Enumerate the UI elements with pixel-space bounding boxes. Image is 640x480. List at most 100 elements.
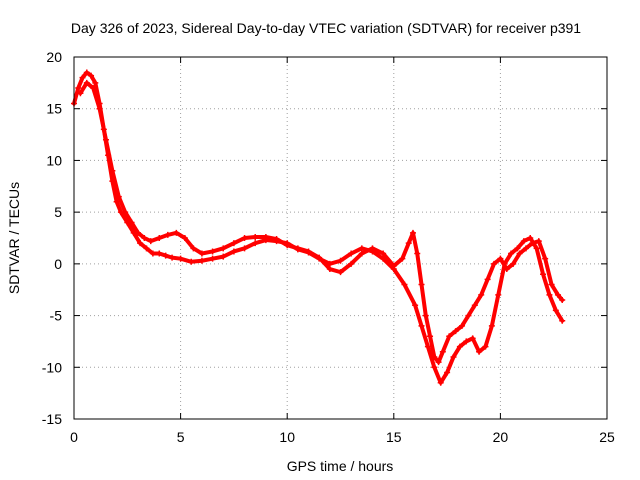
data-point	[535, 238, 542, 245]
series-track-a	[72, 70, 565, 385]
data-point	[405, 240, 412, 247]
data-point	[463, 338, 470, 345]
data-point	[482, 343, 489, 350]
data-point	[337, 257, 344, 264]
data-point	[252, 240, 259, 247]
data-point	[169, 254, 176, 261]
data-point	[520, 238, 527, 245]
data-point	[414, 250, 421, 257]
data-point	[465, 312, 472, 319]
data-point	[220, 245, 227, 252]
data-point	[209, 255, 216, 262]
data-point	[427, 333, 434, 340]
data-point	[147, 238, 154, 245]
data-point	[198, 257, 205, 264]
data-point	[559, 297, 566, 304]
data-point	[134, 229, 141, 236]
data-point	[149, 250, 156, 257]
x-tick-label: 25	[599, 429, 615, 445]
data-point	[326, 266, 333, 273]
data-point	[469, 335, 476, 342]
data-point	[358, 250, 365, 257]
data-point	[88, 72, 95, 79]
data-point	[459, 322, 466, 329]
data-point	[422, 312, 429, 319]
data-point	[96, 105, 103, 112]
y-tick-label: -10	[42, 359, 62, 375]
grid-layer	[74, 57, 607, 419]
data-point	[435, 359, 442, 366]
data-point	[412, 302, 419, 309]
data-point	[358, 245, 365, 252]
data-point	[437, 379, 444, 386]
data-point	[431, 353, 438, 360]
data-point	[418, 322, 425, 329]
data-point	[181, 235, 188, 241]
data-point	[542, 255, 549, 262]
x-tick-label: 20	[493, 429, 509, 445]
chart-title: Day 326 of 2023, Sidereal Day-to-day VTE…	[71, 20, 581, 36]
data-point	[446, 333, 453, 340]
y-axis-label: SDTVAR / TECUs	[6, 182, 22, 294]
data-point	[113, 198, 120, 205]
data-point	[177, 255, 184, 262]
data-point	[510, 260, 517, 267]
data-point	[156, 235, 163, 241]
data-point	[122, 209, 129, 216]
data-point	[503, 266, 510, 273]
data-point	[540, 271, 547, 278]
data-point	[548, 281, 555, 288]
data-point	[488, 322, 495, 329]
y-tick-label: 0	[54, 256, 62, 272]
data-point	[164, 231, 171, 238]
data-point	[527, 235, 534, 241]
y-tick-label: -15	[42, 411, 62, 427]
data-point	[284, 242, 291, 249]
data-point	[390, 262, 397, 269]
data-point	[418, 281, 425, 288]
x-tick-label: 5	[177, 429, 185, 445]
data-point	[491, 260, 498, 267]
data-point	[141, 235, 148, 241]
data-point	[554, 291, 561, 298]
data-point	[262, 233, 269, 240]
data-point	[294, 245, 301, 252]
data-point	[484, 276, 491, 283]
data-point	[230, 248, 237, 255]
plot-frame	[73, 56, 608, 420]
data-point	[83, 69, 90, 76]
data-point	[188, 258, 195, 265]
data-point	[409, 229, 416, 236]
x-tick-labels: 0 5 10 15 20 25	[70, 429, 615, 445]
data-point	[439, 348, 446, 355]
data-point	[77, 90, 84, 97]
data-point	[497, 255, 504, 262]
y-tick-labels: -15 -10 -5 0 5 10 15 20	[42, 49, 62, 427]
data-point	[380, 250, 387, 257]
y-tick-label: 5	[54, 204, 62, 220]
data-point	[369, 245, 376, 252]
data-point	[546, 291, 553, 298]
data-point	[109, 167, 116, 174]
x-tick-label: 15	[386, 429, 402, 445]
data-point	[476, 348, 483, 355]
data-point	[230, 240, 237, 247]
data-point	[252, 233, 259, 240]
data-point	[241, 235, 248, 241]
data-point	[516, 250, 523, 257]
series-track-b	[78, 80, 565, 365]
data-point	[452, 328, 459, 335]
data-point	[522, 245, 529, 252]
data-point	[431, 364, 438, 371]
data-point	[495, 291, 502, 298]
x-tick-label: 0	[70, 429, 78, 445]
data-point	[209, 248, 216, 255]
data-point	[190, 245, 197, 252]
data-point	[533, 245, 540, 252]
data-point	[514, 245, 521, 252]
data-point	[326, 260, 333, 267]
y-tick-label: 10	[46, 152, 62, 168]
data-point	[79, 74, 86, 81]
series-layer	[71, 69, 566, 386]
